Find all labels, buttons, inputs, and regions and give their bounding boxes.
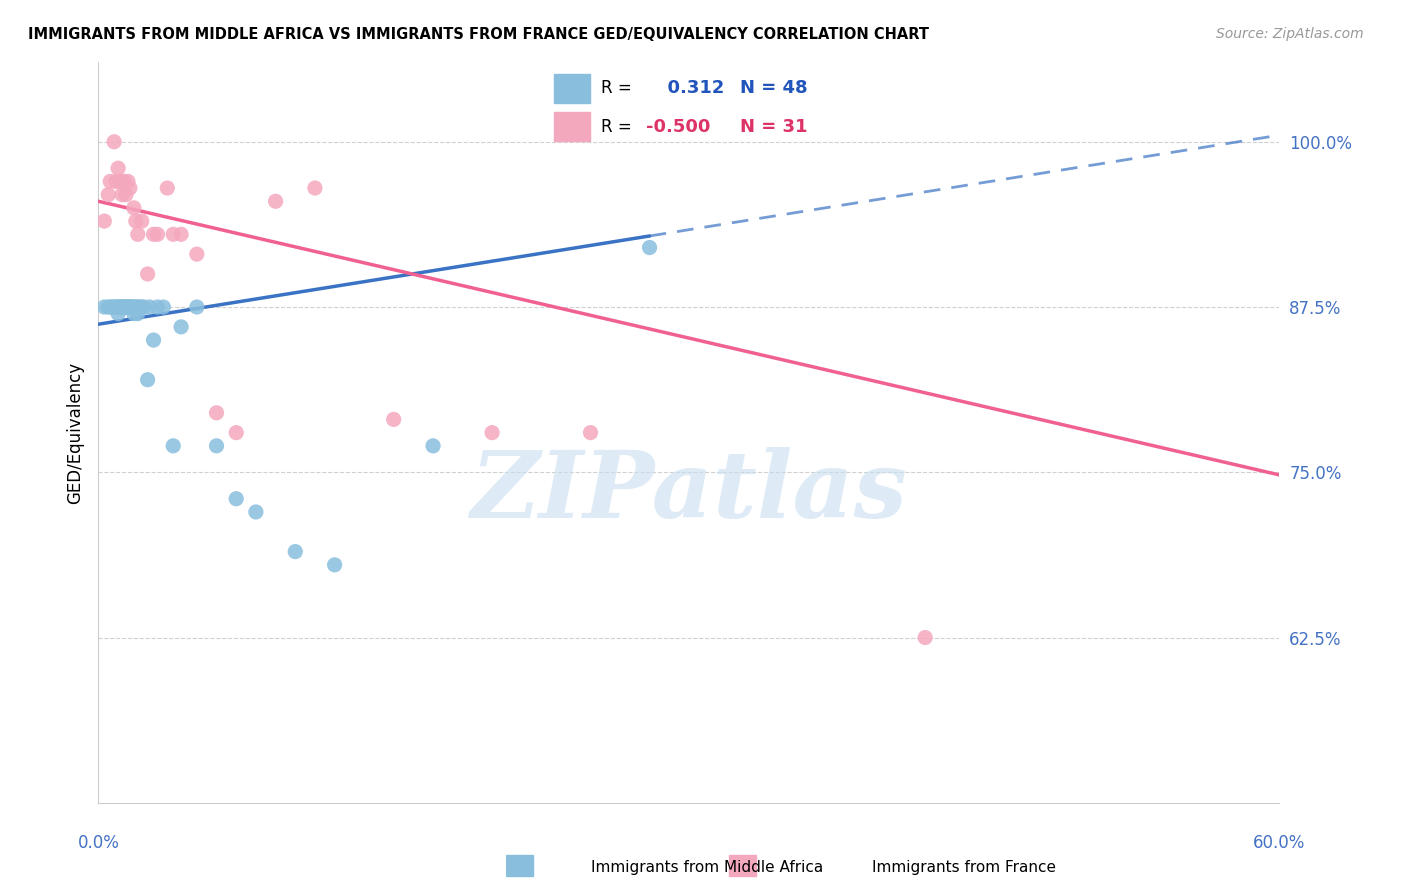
Point xyxy=(156,181,179,195)
Point xyxy=(117,174,139,188)
Point xyxy=(122,307,145,321)
Text: R =: R = xyxy=(602,79,633,97)
Point xyxy=(205,406,228,420)
Point xyxy=(97,300,120,314)
Point xyxy=(245,505,267,519)
Point xyxy=(125,214,148,228)
Text: ZIPatlas: ZIPatlas xyxy=(471,447,907,537)
Point xyxy=(323,558,346,572)
Point xyxy=(152,300,174,314)
Point xyxy=(638,240,661,255)
Point xyxy=(108,300,131,314)
Point xyxy=(107,161,129,176)
Point xyxy=(115,300,138,314)
Point xyxy=(98,300,121,314)
Point xyxy=(146,227,169,242)
Point xyxy=(118,300,141,314)
Point xyxy=(225,425,247,440)
Text: N = 48: N = 48 xyxy=(741,79,808,97)
Point xyxy=(105,300,128,314)
Point xyxy=(162,439,184,453)
Point xyxy=(93,300,115,314)
Point xyxy=(170,227,193,242)
Point xyxy=(122,300,145,314)
Point xyxy=(146,300,169,314)
Point xyxy=(481,425,503,440)
Point xyxy=(107,307,129,321)
Bar xyxy=(506,855,533,876)
Text: Immigrants from Middle Africa: Immigrants from Middle Africa xyxy=(591,860,823,874)
Text: Source: ZipAtlas.com: Source: ZipAtlas.com xyxy=(1216,27,1364,41)
Point xyxy=(914,631,936,645)
Point xyxy=(138,300,160,314)
Text: Immigrants from France: Immigrants from France xyxy=(872,860,1056,874)
Point xyxy=(142,333,165,347)
Point xyxy=(170,319,193,334)
Text: 60.0%: 60.0% xyxy=(1253,834,1306,852)
Point xyxy=(117,300,139,314)
Point xyxy=(579,425,602,440)
Point xyxy=(125,300,148,314)
Bar xyxy=(554,74,589,103)
Point xyxy=(142,227,165,242)
Point xyxy=(382,412,405,426)
Point xyxy=(127,227,149,242)
Point xyxy=(132,300,155,314)
Point xyxy=(122,201,145,215)
Text: R =: R = xyxy=(602,118,633,136)
Point xyxy=(111,300,134,314)
Text: -0.500: -0.500 xyxy=(645,118,710,136)
Point xyxy=(107,300,129,314)
Point xyxy=(112,174,135,188)
Point xyxy=(121,300,143,314)
Point xyxy=(127,307,149,321)
Point xyxy=(186,247,208,261)
Point xyxy=(117,300,139,314)
Point xyxy=(304,181,326,195)
Point xyxy=(117,300,139,314)
Point xyxy=(205,439,228,453)
Text: 0.312: 0.312 xyxy=(655,79,724,97)
Point xyxy=(112,300,135,314)
Text: 0.0%: 0.0% xyxy=(77,834,120,852)
Point xyxy=(97,187,120,202)
Point xyxy=(111,300,134,314)
Point xyxy=(131,300,153,314)
Point xyxy=(264,194,287,209)
Point xyxy=(103,135,125,149)
Point xyxy=(103,300,125,314)
Point xyxy=(284,544,307,558)
Point xyxy=(186,300,208,314)
Point xyxy=(125,300,148,314)
Point xyxy=(136,373,159,387)
Point xyxy=(136,267,159,281)
Text: IMMIGRANTS FROM MIDDLE AFRICA VS IMMIGRANTS FROM FRANCE GED/EQUIVALENCY CORRELAT: IMMIGRANTS FROM MIDDLE AFRICA VS IMMIGRA… xyxy=(28,27,929,42)
Point xyxy=(101,300,124,314)
Point xyxy=(98,174,121,188)
Point xyxy=(118,300,141,314)
Point xyxy=(115,187,138,202)
Point xyxy=(111,187,134,202)
Point xyxy=(108,300,131,314)
Point xyxy=(105,300,128,314)
Text: N = 31: N = 31 xyxy=(741,118,808,136)
Y-axis label: GED/Equivalency: GED/Equivalency xyxy=(66,361,84,504)
Point xyxy=(131,214,153,228)
Point xyxy=(162,227,184,242)
Point xyxy=(127,300,149,314)
Point xyxy=(121,300,143,314)
Point xyxy=(225,491,247,506)
Point xyxy=(128,300,150,314)
Point xyxy=(422,439,444,453)
Point xyxy=(108,174,131,188)
Point xyxy=(115,300,138,314)
Bar xyxy=(554,112,589,141)
Point xyxy=(118,181,141,195)
Bar xyxy=(728,855,756,876)
Point xyxy=(112,300,135,314)
Point xyxy=(105,174,128,188)
Point xyxy=(93,214,115,228)
